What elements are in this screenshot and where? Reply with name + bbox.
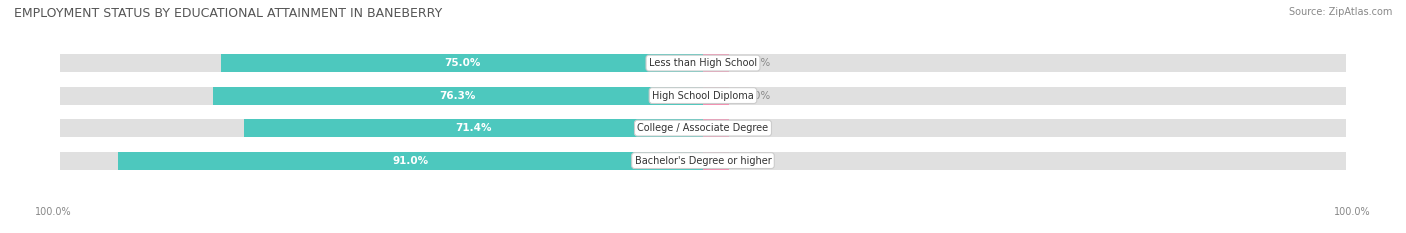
Bar <box>703 54 1346 72</box>
Bar <box>703 152 1346 170</box>
Text: College / Associate Degree: College / Associate Degree <box>637 123 769 133</box>
Text: 0.0%: 0.0% <box>745 123 770 133</box>
Text: 0.0%: 0.0% <box>745 91 770 101</box>
Text: Source: ZipAtlas.com: Source: ZipAtlas.com <box>1288 7 1392 17</box>
Bar <box>118 152 703 170</box>
Text: 71.4%: 71.4% <box>456 123 492 133</box>
Bar <box>60 119 703 137</box>
Bar <box>703 87 1346 105</box>
Text: 0.0%: 0.0% <box>745 156 770 166</box>
Text: 91.0%: 91.0% <box>392 156 429 166</box>
Text: 100.0%: 100.0% <box>35 207 72 217</box>
Bar <box>703 54 728 72</box>
Bar <box>703 152 728 170</box>
Text: Bachelor's Degree or higher: Bachelor's Degree or higher <box>634 156 772 166</box>
Text: 0.0%: 0.0% <box>745 58 770 68</box>
Text: EMPLOYMENT STATUS BY EDUCATIONAL ATTAINMENT IN BANEBERRY: EMPLOYMENT STATUS BY EDUCATIONAL ATTAINM… <box>14 7 443 20</box>
Text: High School Diploma: High School Diploma <box>652 91 754 101</box>
Bar <box>60 87 703 105</box>
Bar <box>212 87 703 105</box>
Bar <box>245 119 703 137</box>
Text: 76.3%: 76.3% <box>440 91 477 101</box>
Bar <box>703 119 1346 137</box>
Bar <box>60 152 703 170</box>
Bar <box>221 54 703 72</box>
Bar <box>703 119 728 137</box>
Text: Less than High School: Less than High School <box>650 58 756 68</box>
Bar <box>703 87 728 105</box>
Text: 75.0%: 75.0% <box>444 58 481 68</box>
Bar <box>60 54 703 72</box>
Text: 100.0%: 100.0% <box>1334 207 1371 217</box>
